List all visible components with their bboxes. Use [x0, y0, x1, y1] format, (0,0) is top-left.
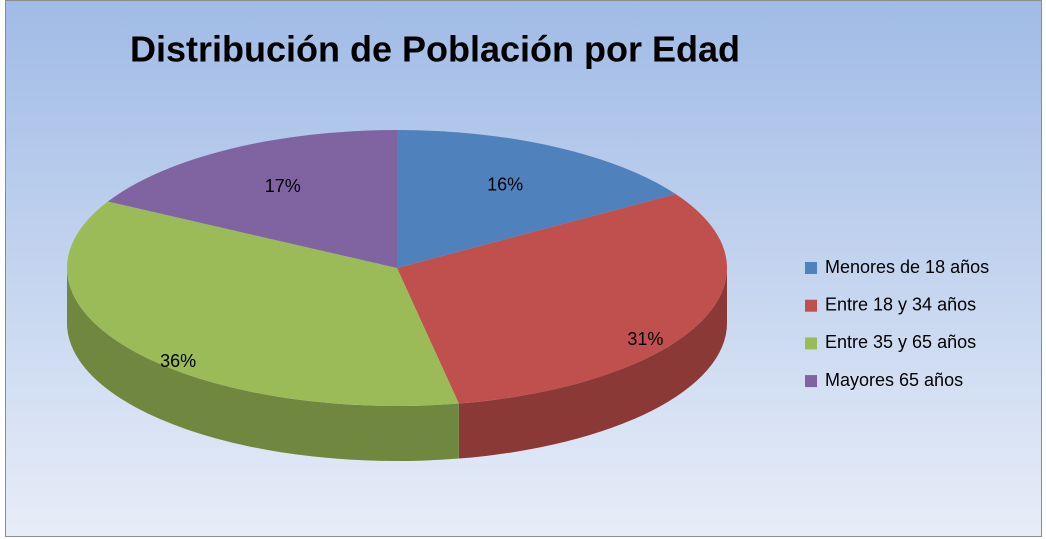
data-label: 16%	[487, 175, 523, 195]
legend-label: Entre 18 y 34 años	[825, 294, 976, 314]
slice-side	[458, 268, 727, 459]
legend-label: Entre 35 y 65 años	[825, 332, 976, 352]
slice	[397, 130, 676, 268]
slice	[397, 194, 727, 404]
legend-swatch	[805, 337, 817, 350]
data-label: 17%	[265, 176, 301, 196]
slice-side	[67, 268, 459, 461]
slice	[67, 201, 459, 406]
data-label: 36%	[160, 351, 196, 371]
legend-label: Menores de 18 años	[825, 257, 989, 277]
legend-swatch	[805, 299, 817, 312]
slice	[107, 130, 398, 268]
legend-swatch	[805, 262, 817, 274]
data-label: 31%	[627, 329, 663, 349]
legend-label: Mayores 65 años	[825, 370, 963, 390]
legend-swatch	[805, 375, 817, 388]
slice-side-shade	[458, 268, 727, 459]
slice-side-shade	[67, 268, 459, 461]
chart-title: Distribución de Población por Edad	[130, 29, 740, 70]
